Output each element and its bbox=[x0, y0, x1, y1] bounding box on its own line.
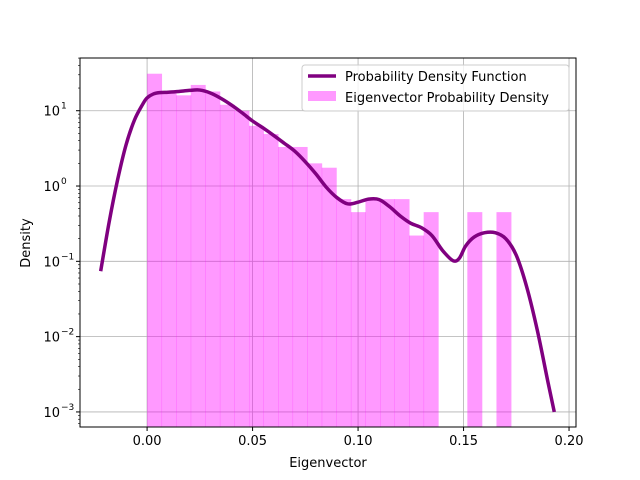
x-ticks: 0.00 0.05 0.10 0.15 0.20 bbox=[133, 427, 584, 449]
histogram-bar bbox=[380, 199, 395, 427]
histogram-bar bbox=[292, 146, 308, 427]
y-tick-exponent: −1 bbox=[61, 252, 74, 262]
legend-label-histogram: Eigenvector Probability Density bbox=[345, 91, 549, 106]
x-tick-label: 0.20 bbox=[555, 434, 584, 449]
histogram-bar bbox=[409, 235, 425, 427]
histogram-bar bbox=[205, 91, 221, 428]
histogram-bar bbox=[350, 212, 366, 427]
legend-label-pdf: Probability Density Function bbox=[345, 70, 527, 85]
histogram-bar bbox=[176, 95, 192, 427]
histogram-bar bbox=[307, 163, 323, 427]
y-tick-exponent: 1 bbox=[61, 102, 67, 112]
x-tick-label: 0.05 bbox=[238, 434, 267, 449]
y-tick-label: 10 bbox=[43, 180, 60, 195]
legend: Probability Density Function Eigenvector… bbox=[301, 64, 570, 112]
axes bbox=[79, 57, 577, 428]
histogram-bar bbox=[321, 167, 337, 428]
histogram-bar bbox=[263, 134, 279, 427]
histogram-bar bbox=[496, 212, 512, 427]
y-tick-exponent: −3 bbox=[61, 403, 74, 413]
x-axis-label: Eigenvector bbox=[289, 456, 367, 471]
histogram-bar bbox=[423, 212, 439, 427]
histogram-bars bbox=[147, 73, 512, 428]
y-tick-label: 10 bbox=[43, 105, 60, 120]
grid bbox=[80, 58, 576, 427]
histogram-bar bbox=[394, 199, 410, 427]
legend-box bbox=[301, 64, 570, 112]
pdf-line bbox=[98, 88, 556, 413]
histogram-bar bbox=[278, 146, 294, 427]
histogram-bar bbox=[234, 110, 250, 427]
histogram-bar bbox=[161, 93, 177, 427]
y-tick-exponent: 0 bbox=[61, 177, 67, 187]
histogram-bar bbox=[467, 212, 483, 427]
legend-swatch-histogram bbox=[308, 91, 336, 101]
histogram-bar bbox=[190, 84, 206, 427]
pdf-layer bbox=[98, 88, 556, 413]
x-tick-label: 0.10 bbox=[344, 434, 373, 449]
histogram-bar bbox=[365, 199, 381, 427]
y-tick-label: 10 bbox=[43, 255, 60, 270]
axes-frame bbox=[79, 57, 577, 428]
plot-area bbox=[80, 58, 576, 427]
histogram-bar bbox=[248, 125, 264, 428]
y-tick-exponent: −2 bbox=[61, 328, 74, 338]
y-axis-label: Density bbox=[19, 218, 34, 268]
plot-background bbox=[80, 58, 576, 427]
x-tick-label: 0.15 bbox=[449, 434, 478, 449]
y-tick-label: 10 bbox=[43, 331, 60, 346]
histogram-bar bbox=[147, 73, 163, 428]
histogram-bar bbox=[219, 104, 235, 427]
x-tick-label: 0.00 bbox=[133, 434, 162, 449]
histogram-bar bbox=[336, 199, 352, 427]
y-tick-label: 10 bbox=[43, 406, 60, 421]
